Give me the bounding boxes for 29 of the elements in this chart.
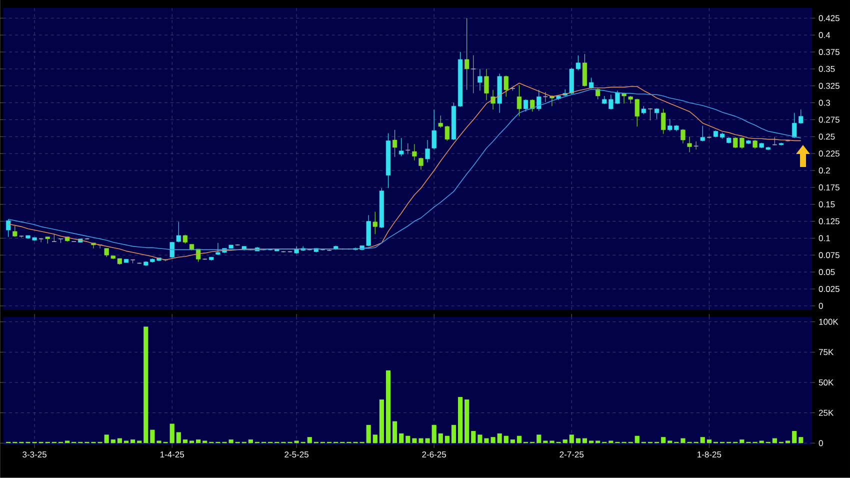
y-tick-label: 0.4 xyxy=(818,32,830,38)
y-tick-label: 0.15 xyxy=(818,201,835,208)
y-tick-label: 0 xyxy=(818,302,823,309)
y-tick-label: 0.375 xyxy=(818,49,840,56)
y-tick-label: 0.125 xyxy=(818,218,840,224)
x-tick-label: 1-4-25 xyxy=(160,451,184,458)
y-tick-label: 0.025 xyxy=(818,286,840,292)
y-tick-label: 0.425 xyxy=(818,15,840,22)
x-tick-label: 2-7-25 xyxy=(560,451,584,458)
y-tick-label: 50K xyxy=(818,379,834,386)
y-tick-label: 0.075 xyxy=(818,252,840,258)
y-tick-label: 0.05 xyxy=(818,269,835,276)
y-tick-label: 75K xyxy=(818,349,834,356)
y-tick-label: 100K xyxy=(819,318,838,325)
y-tick-label: 0.275 xyxy=(818,116,840,123)
x-tick-label: 1-8-25 xyxy=(698,451,722,458)
y-tick-label: 0 xyxy=(818,440,823,446)
y-tick-label: 0.325 xyxy=(818,82,840,89)
y-tick-label: 0.35 xyxy=(818,66,835,72)
x-tick-label: 2-6-25 xyxy=(422,451,446,458)
y-tick-label: 25K xyxy=(818,410,834,416)
x-tick-label: 3-3-25 xyxy=(22,451,46,458)
y-tick-label: 0.2 xyxy=(818,168,830,174)
y-tick-label: 0.1 xyxy=(818,235,830,242)
y-tick-label: 0.175 xyxy=(818,184,840,190)
y-tick-label: 0.25 xyxy=(818,134,835,140)
y-tick-label: 0.225 xyxy=(818,150,840,157)
x-tick-label: 2-5-25 xyxy=(284,451,308,458)
y-tick-label: 0.3 xyxy=(818,100,830,106)
